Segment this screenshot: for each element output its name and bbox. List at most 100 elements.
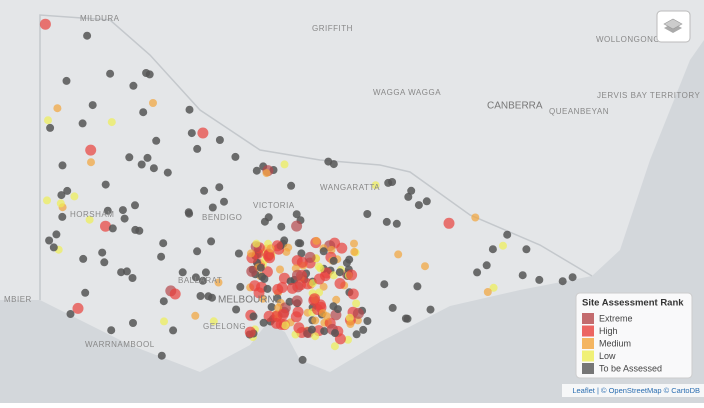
site-marker [191, 311, 200, 320]
site-marker [401, 314, 410, 323]
site-marker [558, 277, 567, 286]
site-marker [482, 261, 491, 270]
site-marker [184, 208, 193, 217]
attribution[interactable]: Leaflet | © OpenStreetMap © CartoDB [572, 386, 700, 395]
site-marker [149, 99, 157, 107]
site-marker [185, 105, 194, 114]
place-label: VICTORIA [253, 201, 295, 210]
site-marker [347, 288, 359, 300]
site-marker [473, 268, 482, 277]
site-marker [304, 251, 316, 263]
site-marker [287, 181, 296, 190]
site-marker [58, 212, 67, 221]
site-marker [63, 186, 72, 195]
place-label: WARRNAMBOOL [85, 340, 155, 349]
site-marker [198, 276, 207, 285]
place-label: BALLARAT [178, 276, 222, 285]
site-marker [85, 215, 94, 224]
site-marker [488, 245, 497, 254]
site-marker [107, 118, 116, 127]
site-marker [335, 268, 344, 277]
site-marker [295, 279, 306, 291]
site-marker [106, 69, 115, 78]
site-marker [312, 236, 321, 245]
site-marker [280, 160, 289, 169]
site-marker [259, 318, 268, 327]
site-marker [319, 247, 328, 256]
site-marker [107, 326, 116, 335]
layers-control[interactable] [656, 10, 691, 43]
legend-swatch [582, 363, 594, 374]
legend-label: High [599, 326, 618, 336]
site-marker [169, 326, 178, 335]
site-marker [535, 275, 544, 284]
site-marker [266, 244, 275, 253]
site-marker [345, 313, 354, 322]
site-marker [267, 303, 276, 311]
site-marker [394, 250, 403, 259]
site-marker [152, 136, 161, 145]
place-label: MBIER [4, 295, 32, 304]
place-label: HORSHAM [70, 210, 114, 219]
site-marker [204, 292, 213, 301]
site-marker [103, 206, 112, 215]
site-marker [407, 186, 416, 195]
site-marker [44, 116, 52, 125]
site-marker [120, 214, 129, 223]
site-marker [163, 168, 172, 177]
site-marker [214, 278, 223, 287]
site-marker [83, 31, 92, 40]
site-marker [319, 282, 328, 291]
site-marker [363, 210, 372, 218]
site-marker [197, 127, 209, 139]
site-marker [128, 274, 137, 282]
site-marker [331, 329, 339, 338]
site-marker [232, 305, 241, 314]
site-marker [352, 307, 364, 319]
site-marker [332, 295, 341, 304]
site-marker [285, 297, 294, 306]
site-marker [207, 237, 216, 246]
site-marker [45, 236, 54, 245]
site-marker [334, 278, 346, 289]
site-marker [215, 183, 224, 192]
site-marker [247, 249, 255, 258]
place-label: JERVIS BAY TERRITORY [597, 91, 701, 100]
site-marker [87, 158, 95, 167]
site-marker [281, 321, 290, 330]
site-marker [262, 169, 271, 178]
site-marker [39, 18, 51, 30]
site-marker [231, 152, 240, 161]
site-marker [296, 256, 308, 268]
site-marker [236, 282, 245, 291]
site-marker [246, 265, 258, 277]
site-marker [298, 355, 307, 364]
site-marker [277, 222, 286, 231]
site-marker [260, 274, 269, 283]
site-marker [79, 254, 88, 263]
site-marker [311, 332, 320, 341]
site-marker [193, 144, 202, 153]
site-marker [293, 322, 305, 334]
site-marker [346, 320, 355, 328]
place-label: BENDIGO [202, 213, 242, 222]
site-marker [422, 197, 431, 206]
site-marker [159, 239, 168, 248]
site-marker [350, 239, 358, 248]
place-label: WOLLONGONG [596, 35, 660, 44]
site-marker [72, 302, 84, 314]
attribution-bg [562, 384, 704, 397]
site-marker [52, 230, 61, 239]
site-marker [392, 219, 401, 228]
site-marker [157, 252, 166, 261]
place-label: QUEANBEYAN [549, 107, 609, 116]
site-marker [292, 269, 303, 281]
site-marker [253, 287, 265, 299]
legend-label: Medium [599, 338, 631, 348]
site-marker [49, 243, 58, 252]
site-marker [320, 327, 329, 336]
site-marker [277, 308, 289, 320]
site-marker [78, 119, 87, 128]
site-marker [426, 305, 435, 314]
